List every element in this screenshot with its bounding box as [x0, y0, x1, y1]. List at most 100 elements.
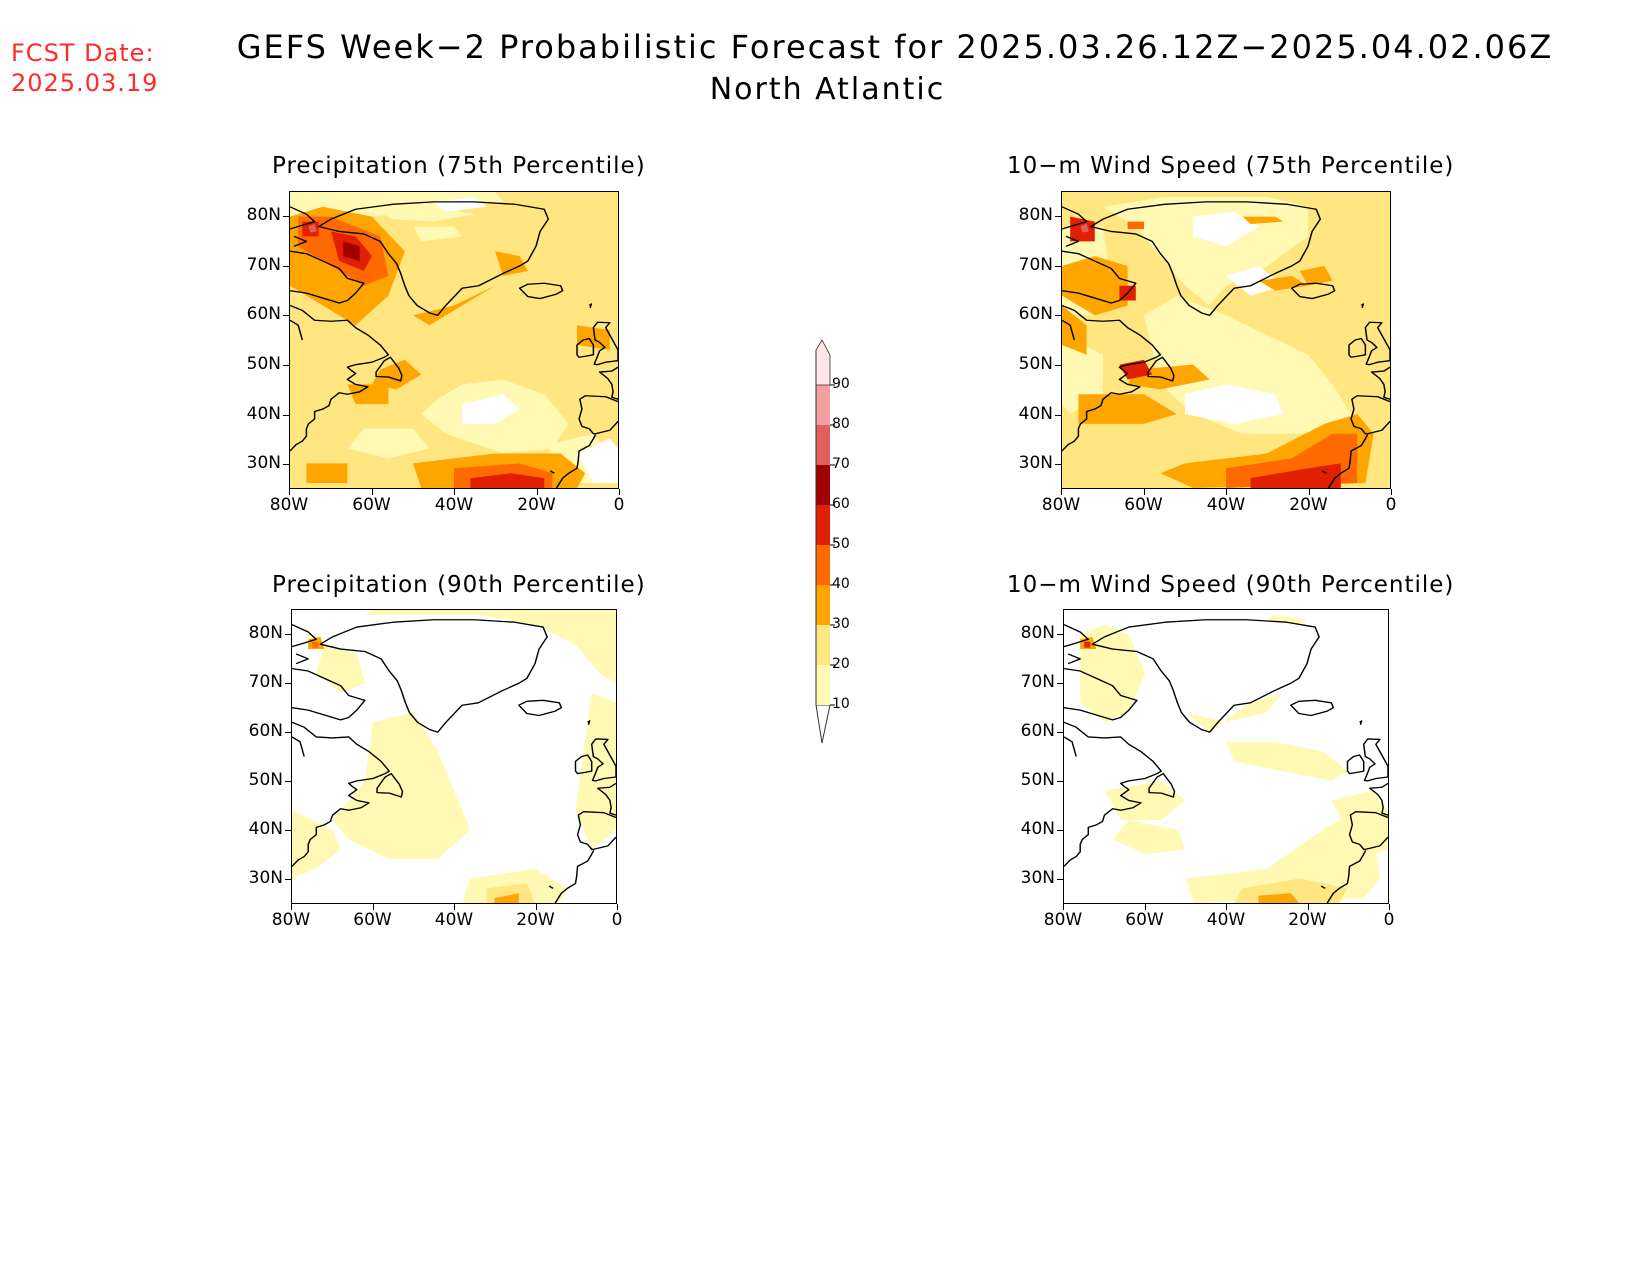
lat-tick-label: 30N — [248, 868, 283, 889]
coastline-landmass — [1364, 321, 1390, 366]
coastline-segment — [292, 721, 390, 867]
lon-tick-label: 40W — [1206, 495, 1246, 515]
probability-below-threshold — [1193, 211, 1259, 247]
lon-tick-label: 20W — [1288, 910, 1327, 930]
coastline-segment — [576, 811, 616, 850]
page-title-region: North Atlantic — [709, 72, 946, 107]
lon-tick-mark — [1226, 904, 1227, 910]
lon-tick-mark — [1307, 904, 1309, 910]
lat-tick-label: 70N — [248, 671, 283, 692]
panel-title-precip-75: Precipitation (75th Percentile) — [272, 153, 646, 179]
coastline-segment — [290, 250, 365, 304]
lon-tick-mark — [1308, 489, 1310, 495]
coastline-segment — [1348, 811, 1388, 850]
probability-contour-fill — [372, 359, 422, 390]
probability-contour-fill — [1242, 216, 1284, 225]
lon-tick-mark — [1144, 904, 1146, 910]
lat-tick-mark — [283, 464, 289, 466]
coastline-segment — [1062, 250, 1137, 304]
colorbar-level-label: 90 — [832, 376, 850, 392]
coastlines — [1064, 619, 1388, 903]
lat-tick-label: 70N — [1018, 254, 1053, 275]
lon-tick-mark — [619, 489, 620, 495]
lon-tick-mark — [1226, 489, 1227, 495]
lon-tick-mark — [289, 489, 290, 495]
lat-tick-mark — [283, 315, 289, 317]
lat-tick-mark — [1055, 364, 1061, 366]
lat-tick-mark — [285, 633, 291, 635]
probability-below-threshold — [433, 196, 487, 212]
lat-tick-label: 30N — [1018, 453, 1053, 474]
probability-below-threshold — [577, 438, 618, 484]
colorbar: 10 20 30 40 50 60 70 80 90 — [806, 335, 866, 749]
forecast-date-label: FCST Date: — [11, 39, 155, 67]
probability-contour-fill — [1062, 305, 1087, 355]
coastline-landmass — [1148, 772, 1176, 798]
lon-tick-label: 0 — [1385, 495, 1397, 515]
lon-tick-label: 40W — [434, 495, 474, 515]
lat-tick-label: 40N — [1020, 819, 1055, 840]
coastlines — [290, 201, 618, 488]
lon-tick-mark — [371, 489, 373, 495]
lon-tick-mark — [1143, 489, 1145, 495]
coastline-landmass — [319, 619, 548, 733]
probability-contour-fill — [1127, 221, 1144, 229]
panel-title-wind-75: 10−m Wind Speed (75th Percentile) — [1007, 153, 1455, 179]
lon-tick-label: 80W — [1043, 910, 1083, 930]
probability-contour-fill — [1103, 196, 1308, 306]
coastline-segment — [290, 319, 304, 341]
coastline-segment — [1064, 721, 1162, 867]
colorbar-level-label: 20 — [832, 656, 850, 672]
map-field — [1062, 192, 1390, 488]
coastlines — [1062, 201, 1390, 488]
probability-below-threshold — [1185, 384, 1284, 424]
coastline-segment — [292, 624, 318, 648]
lat-tick-label: 80N — [248, 622, 283, 643]
lon-tick-mark — [291, 904, 292, 910]
coastline-segment — [295, 653, 309, 665]
probability-contour-fill — [413, 275, 512, 326]
colorbar-segment — [816, 385, 830, 425]
colorbar-level-label: 80 — [832, 416, 850, 432]
coastline-segment — [1062, 206, 1088, 230]
coastline-segment — [1370, 366, 1390, 400]
colorbar-segment — [816, 545, 830, 585]
lat-tick-label: 50N — [248, 770, 283, 791]
lon-tick-label: 60W — [1125, 910, 1164, 930]
lat-tick-label: 30N — [1020, 868, 1055, 889]
coastline-segment — [1064, 667, 1138, 721]
coastline-landmass — [518, 282, 564, 300]
colorbar-level-label: 50 — [832, 536, 850, 552]
lat-tick-mark — [285, 781, 291, 783]
page-title-main: GEFS Week−2 Probabilistic Forecast for 2… — [236, 28, 1554, 66]
lat-tick-label: 50N — [246, 353, 281, 374]
colorbar-level-label: 30 — [832, 616, 850, 632]
probability-contour-fill — [1258, 893, 1299, 903]
probability-contour-fill — [1185, 693, 1283, 733]
lat-tick-mark — [285, 879, 291, 881]
lat-tick-mark — [285, 682, 291, 684]
lat-tick-label: 40N — [246, 403, 281, 424]
coastline-segment — [1065, 235, 1080, 247]
coastline-landmass — [590, 738, 616, 782]
colorbar-segment — [816, 625, 830, 665]
coastline-landmass — [1089, 201, 1322, 317]
lon-tick-label: 80W — [1041, 495, 1081, 515]
forecast-date: FCST Date: 2025.03.19 — [11, 38, 158, 98]
lon-tick-label: 40W — [434, 910, 474, 930]
colorbar-tail-low — [815, 704, 831, 744]
coastline-segment — [1321, 470, 1327, 474]
lon-tick-label: 40W — [1206, 910, 1246, 930]
lat-tick-label: 40N — [1018, 403, 1053, 424]
coastline-segment — [1062, 319, 1076, 341]
coastline-segment — [1350, 395, 1390, 435]
lat-tick-label: 30N — [246, 453, 281, 474]
lat-tick-mark — [285, 731, 291, 733]
panel-title-wind-90: 10−m Wind Speed (90th Percentile) — [1007, 572, 1455, 598]
coastline-segment — [597, 782, 616, 816]
page-title: GEFS Week−2 Probabilistic Forecast for 2… — [0, 28, 1650, 107]
coastline-landmass — [1147, 356, 1175, 382]
probability-contour-fill — [1331, 790, 1388, 860]
coastline-segment — [290, 206, 316, 230]
probability-contour-fill — [1062, 256, 1128, 316]
